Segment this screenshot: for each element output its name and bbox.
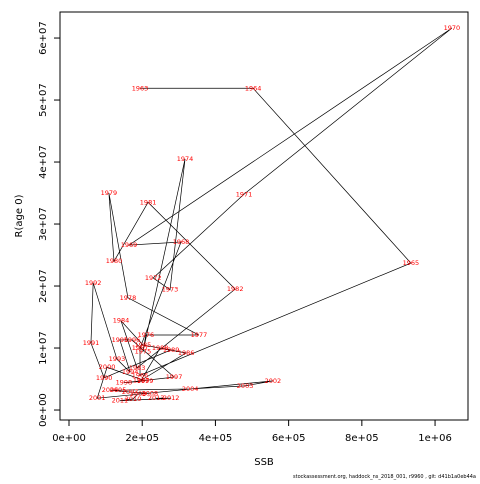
year-label: 2002 [265,377,282,385]
year-label: 1984 [113,317,130,325]
year-label: 1978 [120,294,137,302]
year-label: 1970 [444,24,461,32]
x-tick-label: 4e+05 [199,433,233,444]
x-axis-label: SSB [254,457,274,468]
year-label: 1964 [245,84,262,92]
year-label: 2009 [130,390,147,398]
year-label: 1963 [132,84,149,92]
year-label: 1993 [109,355,126,363]
year-label: 1980 [106,257,123,265]
year-label: 1994 [122,368,139,376]
year-label: 1982 [227,285,244,293]
year-label: 1968 [173,238,190,246]
year-label: 2008 [142,389,159,397]
year-label: 1979 [101,189,118,197]
y-tick-label: 3e+07 [38,207,49,241]
y-tick-label: 1e+07 [38,331,49,365]
year-label: 1969 [121,241,138,249]
year-label: 1966 [132,371,149,379]
year-label: 1991 [83,339,100,347]
year-label: 1987 [133,376,150,384]
year-label: 2013 [148,394,165,402]
year-label: 1986 [178,349,195,357]
footer: stockassessment.org, haddock_ns_2018_001… [293,474,476,480]
y-tick-label: 5e+07 [38,83,49,117]
year-label: 1992 [85,279,102,287]
year-label: 1998 [116,379,133,387]
year-label: 1972 [145,274,162,282]
x-tick-label: 8e+05 [345,433,379,444]
y-axis-label: R(age 0) [14,194,25,237]
year-label: 2005 [110,386,127,394]
x-tick-label: 6e+05 [272,433,306,444]
year-label: 1965 [403,259,420,267]
year-label: 2004 [182,385,199,393]
year-label: 1967 [132,344,149,352]
year-label: 1997 [166,373,183,381]
x-tick-label: 0e+00 [52,433,86,444]
year-label: 1999 [137,377,154,385]
year-label: 1973 [162,286,179,294]
year-label: 1985 [135,341,152,349]
y-tick-label: 2e+07 [38,269,49,303]
plot-frame [59,11,469,421]
year-label: 1977 [191,331,208,339]
year-label: 1981 [140,198,157,206]
year-label: 2006 [102,386,119,394]
x-tick-label: 1e+06 [418,433,452,444]
y-tick-label: 0e+00 [38,393,49,427]
year-label: 1983 [129,364,146,372]
trajectory-line [90,27,453,402]
year-label: 2001 [89,394,106,402]
year-label: 1976 [138,331,155,339]
year-label: 1975 [135,348,152,356]
y-tick-label: 4e+07 [38,145,49,179]
year-label: 2000 [99,363,116,371]
year-label: 2011 [112,397,129,405]
year-label: 1971 [236,190,253,198]
year-label: 1974 [177,155,194,163]
year-label: 1989 [163,346,180,354]
year-label: 2003 [237,382,254,390]
year-label: 1996 [124,336,141,344]
year-label: 1995 [112,336,129,344]
year-label: 2010 [125,395,142,403]
year-label: 1988 [152,344,169,352]
year-label: 2012 [163,394,180,402]
year-label: 1990 [96,374,113,382]
x-tick-label: 2e+05 [125,433,159,444]
year-label: 2007 [122,388,139,396]
y-tick-label: 6e+07 [38,21,49,55]
